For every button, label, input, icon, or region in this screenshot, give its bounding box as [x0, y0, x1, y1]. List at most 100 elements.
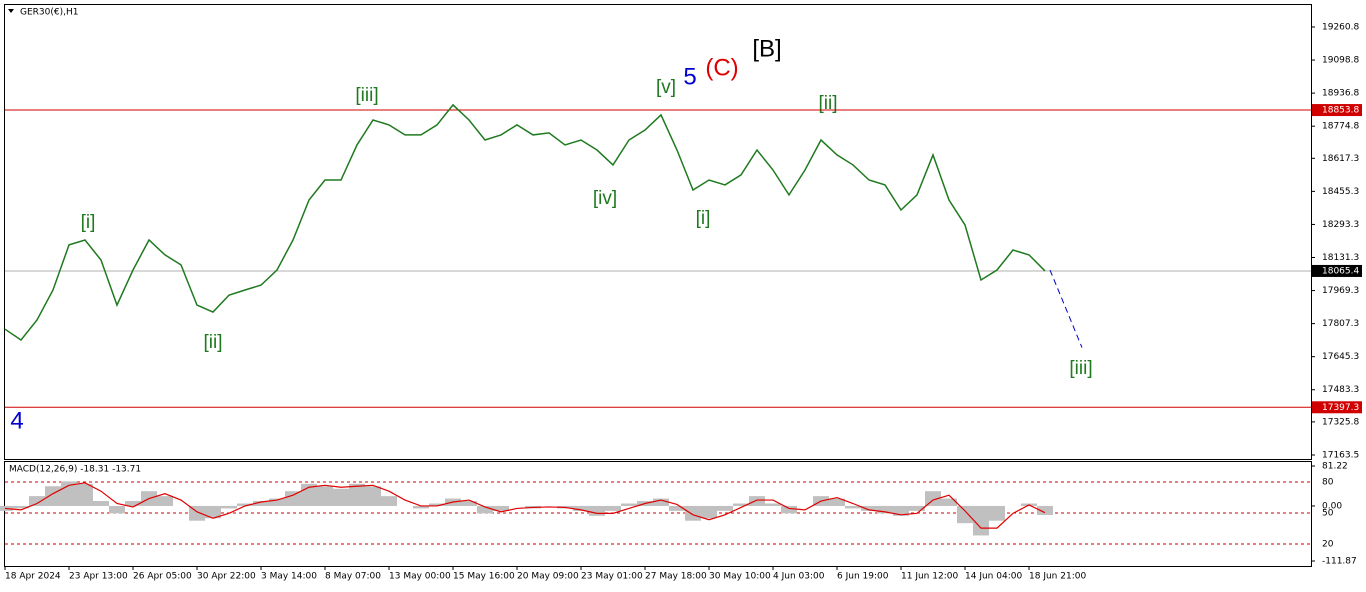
y-tick-label: 19098.8 [1322, 56, 1359, 66]
macd-bar [109, 505, 125, 514]
y-tick-label: 17969.3 [1322, 286, 1359, 296]
price-box [1312, 401, 1362, 414]
x-tick-label: 23 May 01:00 [581, 572, 643, 582]
macd-bar [29, 496, 45, 506]
wave-label: [ii] [204, 332, 223, 353]
macd-frame [4, 461, 1312, 567]
macd-bar [45, 486, 61, 506]
wave-label: [ii] [819, 93, 838, 114]
x-tick-label: 18 Jun 21:00 [1029, 572, 1086, 582]
macd-bar [829, 498, 845, 506]
y-tick-label: 81.22 [1322, 462, 1348, 472]
wave-label: [B] [752, 35, 781, 62]
projection-line [1049, 269, 1083, 348]
macd-bar [877, 505, 893, 514]
macd-bar [253, 501, 269, 506]
price-box [1312, 104, 1362, 117]
x-tick-label: 30 May 10:00 [709, 572, 771, 582]
macd-bar [477, 505, 493, 514]
macd-title: MACD(12,26,9) -18.31 -13.71 [9, 465, 141, 475]
wave-label: [v] [656, 77, 676, 98]
x-tick-label: 13 May 00:00 [389, 572, 451, 582]
macd-bar [13, 505, 29, 509]
x-tick-label: 30 Apr 22:00 [197, 572, 256, 582]
chart-title: GER30(€),H1 [20, 8, 78, 18]
macd-bar [333, 488, 349, 506]
wave-label: 4 [10, 407, 23, 434]
macd-bar [125, 501, 141, 506]
wave-label: [i] [696, 208, 711, 229]
y-tick-label: 17163.5 [1322, 451, 1359, 461]
macd-bar [77, 483, 93, 506]
price-line [4, 103, 1046, 342]
x-tick-label: 11 Jun 12:00 [901, 572, 958, 582]
macd-bar [573, 505, 589, 511]
macd-bar [493, 505, 509, 511]
y-tick-label: 19260.8 [1322, 22, 1359, 32]
y-tick-label: 17483.3 [1322, 385, 1359, 395]
macd-bar [781, 505, 797, 514]
macd-bar [205, 505, 221, 519]
macd-bar [429, 503, 445, 506]
wave-label: (C) [705, 54, 738, 81]
menu-arrow [8, 9, 14, 13]
macd-bar [381, 496, 397, 506]
wave-label: [iii] [1069, 358, 1092, 379]
macd-bar [157, 496, 173, 506]
y2-tick-label: 80 [1322, 478, 1334, 488]
annotations: [i] [ii] [iii] [iv] [v] 5 (C) [B] [i] [i… [10, 35, 1092, 434]
y2-tick-label: 50 [1322, 508, 1334, 518]
macd-bar [413, 505, 429, 509]
macd-bar [685, 505, 701, 521]
y-tick-label: 18774.8 [1322, 122, 1359, 132]
x-tick-label: 6 Jun 19:00 [837, 572, 889, 582]
macd-bar [861, 505, 877, 511]
x-tick-label: 14 Jun 04:00 [965, 572, 1022, 582]
price-box-label: 17397.3 [1322, 403, 1359, 413]
macd-bar [349, 483, 365, 506]
macd-bar [733, 503, 749, 506]
macd-bar [461, 501, 477, 506]
macd-bar [237, 503, 253, 506]
macd-bar [317, 486, 333, 506]
macd-bar [669, 505, 685, 511]
macd-bar [93, 501, 109, 506]
y-tick-label: 18455.3 [1322, 187, 1359, 197]
x-tick-label: 4 Jun 03:00 [773, 572, 825, 582]
x-tick-label: 8 May 07:00 [325, 572, 381, 582]
x-tick-label: 26 Apr 05:00 [133, 572, 192, 582]
y-tick-label: 17645.3 [1322, 352, 1359, 362]
macd-bar [893, 505, 909, 516]
macd-bar [1037, 505, 1053, 515]
wave-label: [i] [81, 212, 96, 233]
y-tick-label: 18936.8 [1322, 89, 1359, 99]
macd-bar [653, 498, 669, 506]
macd-bar [269, 498, 285, 506]
macd-bar [717, 505, 733, 511]
macd-bar [845, 505, 861, 509]
x-tick-label: 15 May 16:00 [453, 572, 515, 582]
macd-bar [285, 491, 301, 506]
x-tick-label: 3 May 14:00 [261, 572, 317, 582]
macd-bar [973, 505, 989, 536]
wave-label: [iii] [355, 85, 378, 106]
price-box-label: 18853.8 [1322, 106, 1359, 116]
main-frame [4, 4, 1312, 460]
x-tick-label: 23 Apr 13:00 [69, 572, 128, 582]
macd-bar [621, 503, 637, 506]
y-tick-label: 17325.8 [1322, 417, 1359, 427]
y-tick-label: 17807.3 [1322, 319, 1359, 329]
x-tick-label: 20 May 09:00 [517, 572, 579, 582]
macd-bar [749, 496, 765, 506]
y-tick-label: 18617.3 [1322, 154, 1359, 164]
signal-line [4, 482, 1046, 529]
macd-bar [765, 503, 781, 506]
macd-bar [701, 505, 717, 519]
wave-label: [iv] [593, 188, 617, 209]
macd-bar [957, 505, 973, 524]
price-box-label: 18065.4 [1322, 266, 1359, 276]
y-tick-label: -111.87 [1322, 557, 1357, 567]
macd-bar [909, 505, 925, 511]
